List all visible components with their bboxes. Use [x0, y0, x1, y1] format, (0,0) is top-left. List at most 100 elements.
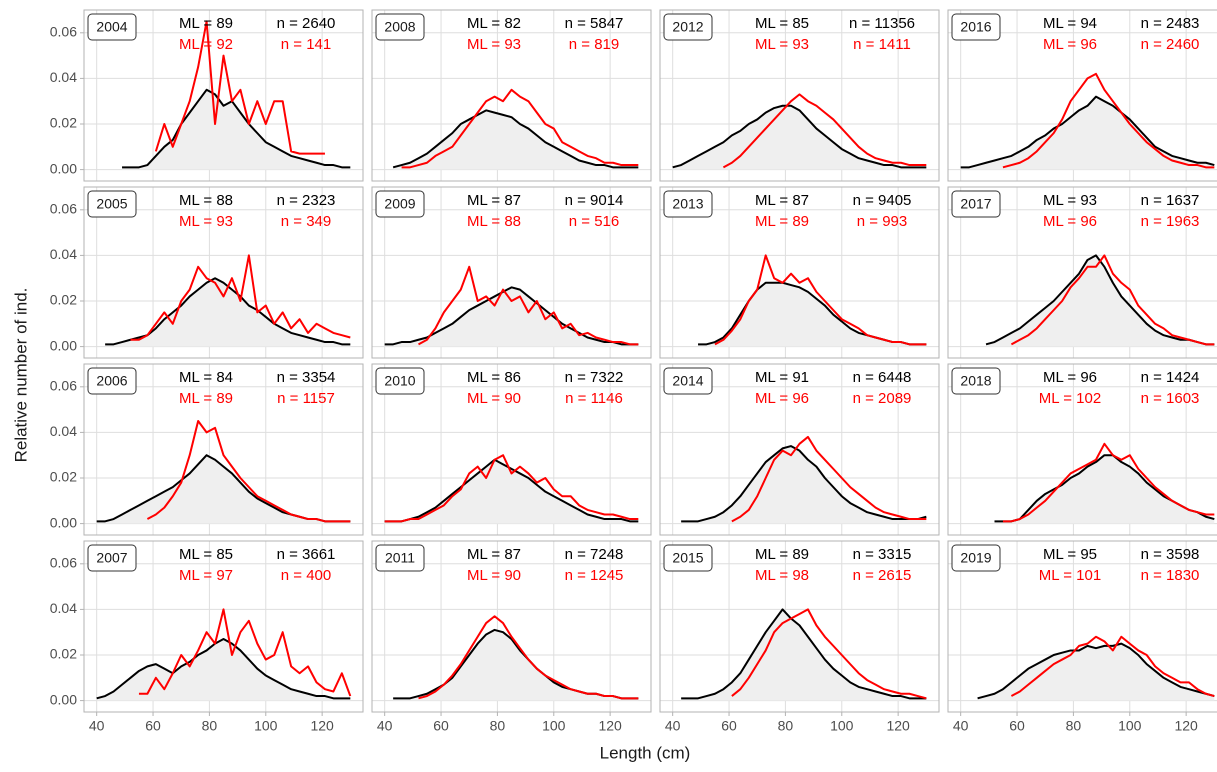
panel-border	[83, 540, 364, 713]
panel-border	[83, 186, 364, 359]
panel-title: 2012	[672, 19, 703, 35]
year-box	[87, 13, 137, 41]
year-box	[375, 367, 425, 395]
x-tick-label: 80	[778, 718, 794, 734]
series-line	[1010, 254, 1215, 346]
series-line	[960, 95, 1215, 169]
n-label: n = 1411	[853, 36, 911, 53]
panel: 2015 ML = 89 n = 3315 ML = 98 n = 2615	[659, 540, 940, 713]
n-label: n = 6448	[853, 369, 912, 386]
x-tick-label: 100	[254, 718, 278, 734]
series-line	[722, 93, 927, 169]
panel: 2018 ML = 96 n = 1424 ML = 102 n = 1603	[947, 363, 1217, 536]
area	[994, 455, 1215, 524]
n-label: n = 9014	[565, 192, 624, 209]
year-box	[375, 13, 425, 41]
series-line	[1010, 635, 1215, 698]
panel: 2008 ML = 82 n = 5847 ML = 93 n = 819	[371, 9, 652, 182]
n-label: n = 2640	[277, 15, 336, 32]
panel-border	[947, 186, 1217, 359]
series-line	[138, 608, 352, 697]
panel-title: 2014	[672, 373, 703, 389]
series-line	[96, 638, 351, 700]
area	[393, 629, 639, 701]
x-tick-label: 120	[310, 718, 334, 734]
n-label: n = 349	[281, 213, 331, 230]
ml-label: ML = 96	[755, 390, 809, 407]
ml-label: ML = 85	[755, 15, 809, 32]
panel: 2012 ML = 85 n = 11356 ML = 93 n = 1411	[659, 9, 940, 182]
ml-label: ML = 96	[1043, 36, 1097, 53]
series-line	[401, 88, 639, 169]
ml-label: ML = 89	[755, 213, 809, 230]
panel: 2016 ML = 94 n = 2483 ML = 96 n = 2460	[947, 9, 1217, 182]
panel-title: 2008	[384, 19, 415, 35]
x-tick-label: 40	[953, 718, 969, 734]
panel-border	[371, 186, 652, 359]
x-tick-label: 60	[721, 718, 737, 734]
panel: 2006 ML = 84 n = 3354 ML = 89 n = 1157	[83, 363, 364, 536]
y-tick-label: 0.04	[50, 246, 77, 262]
year-box	[375, 190, 425, 218]
x-tick-label: 80	[202, 718, 218, 734]
n-label: n = 11356	[849, 15, 915, 32]
ml-label: ML = 88	[467, 213, 521, 230]
panel-border	[83, 9, 364, 182]
area	[977, 643, 1215, 701]
year-box	[375, 544, 425, 572]
panel: 2013 ML = 87 n = 9405 ML = 89 n = 993	[659, 186, 940, 359]
series-line	[130, 254, 351, 341]
panel-title: 2011	[385, 550, 415, 566]
n-label: n = 1245	[565, 567, 624, 584]
panel: 2010 ML = 86 n = 7322 ML = 90 n = 1146	[371, 363, 652, 536]
series-line	[681, 608, 927, 700]
series-line	[1002, 442, 1215, 523]
ml-label: ML = 93	[467, 36, 521, 53]
ml-label: ML = 87	[467, 192, 521, 209]
ml-label: ML = 86	[467, 369, 521, 386]
n-label: n = 400	[281, 567, 331, 584]
n-label: n = 7322	[565, 369, 624, 386]
n-label: n = 2323	[277, 192, 336, 209]
series-line	[714, 254, 927, 346]
ml-label: ML = 95	[1043, 546, 1097, 563]
n-label: n = 3598	[1141, 546, 1200, 563]
panel-title: 2015	[672, 550, 703, 566]
y-tick-label: 0.02	[50, 646, 77, 662]
year-box	[663, 190, 713, 218]
n-label: n = 2483	[1141, 15, 1200, 32]
series-line	[122, 88, 351, 169]
n-label: n = 819	[569, 36, 619, 53]
ml-label: ML = 89	[755, 546, 809, 563]
series-line	[672, 104, 927, 169]
y-tick-label: 0.06	[50, 555, 77, 571]
panel-title: 2018	[960, 373, 991, 389]
x-tick-label: 40	[665, 718, 681, 734]
year-box	[663, 544, 713, 572]
ml-label: ML = 85	[179, 546, 233, 563]
n-label: n = 1830	[1141, 567, 1200, 584]
n-label: n = 5847	[565, 15, 624, 32]
n-label: n = 1424	[1141, 369, 1200, 386]
x-tick-label: 40	[377, 718, 393, 734]
year-box	[951, 367, 1001, 395]
ml-label: ML = 96	[1043, 213, 1097, 230]
series-line	[146, 420, 351, 523]
year-box	[951, 13, 1001, 41]
panel-title: 2013	[672, 196, 703, 212]
ml-label: ML = 92	[179, 36, 233, 53]
series-line	[731, 435, 927, 523]
n-label: n = 3354	[277, 369, 336, 386]
year-box	[87, 544, 137, 572]
series-line	[681, 445, 927, 523]
x-tick-label: 120	[1174, 718, 1198, 734]
n-label: n = 2615	[853, 567, 912, 584]
year-box	[663, 13, 713, 41]
x-tick-label: 60	[1009, 718, 1025, 734]
panel-title: 2005	[96, 196, 127, 212]
area	[105, 278, 351, 347]
n-label: n = 1637	[1141, 192, 1200, 209]
series-line	[154, 20, 325, 155]
panel-title: 2010	[384, 373, 415, 389]
